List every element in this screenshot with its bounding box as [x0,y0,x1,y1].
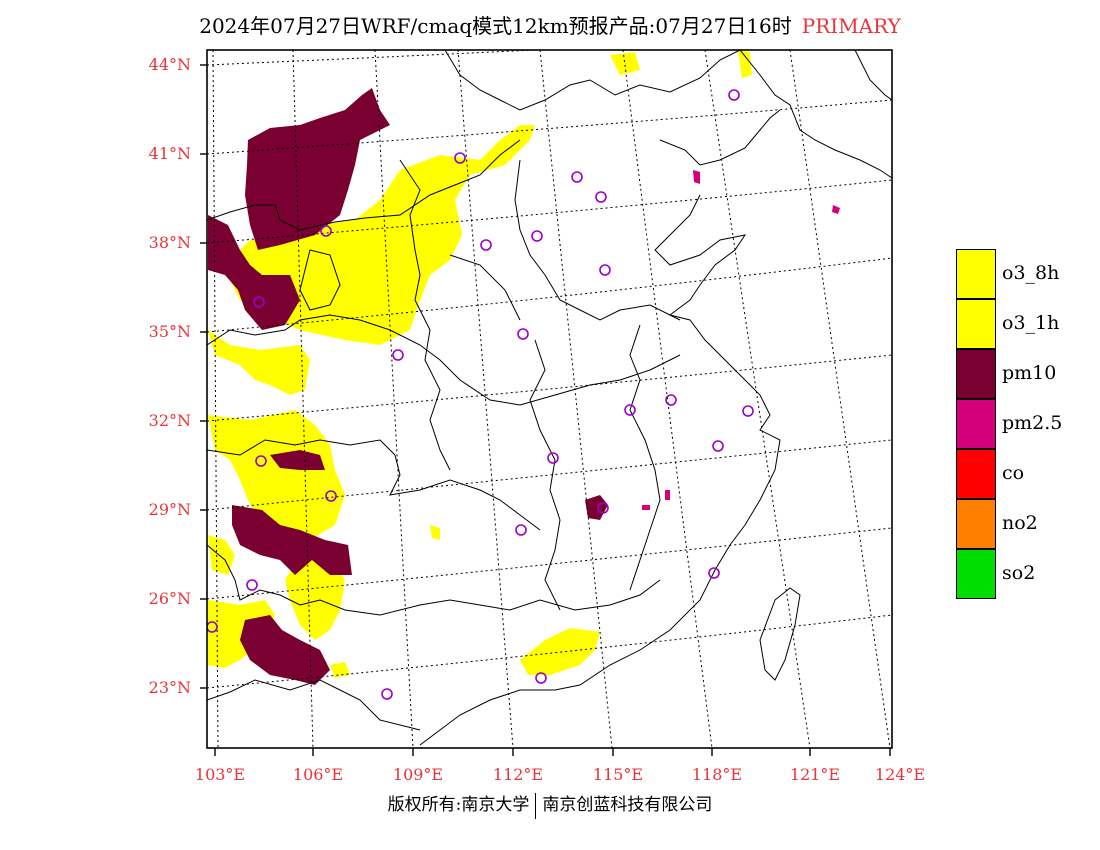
pm10-areas [208,88,608,685]
footer-separator [535,792,537,819]
legend-label: o3_1h [1002,312,1060,334]
lon-label-103: 103°E [194,765,246,784]
lon-label-124: 124°E [874,765,926,784]
map-title: 2024年07月27日WRF/cmaq模式12km预报产品:07月27日16时 P… [0,10,1100,39]
legend-swatch [956,549,996,599]
copyright-footer: 版权所有:南京大学 南京创蓝科技有限公司 [0,790,1100,819]
lat-label-23: 23°N [148,678,191,697]
lon-label-109: 109°E [392,765,444,784]
copyright-owner: 版权所有:南京大学 [387,795,530,815]
lat-label-44: 44°N [148,55,191,74]
coastline-and-boundaries [207,50,892,746]
legend-label: no2 [1002,512,1038,534]
title-text: 2024年07月27日WRF/cmaq模式12km预报产品:07月27日16时 [199,14,792,38]
legend-swatch [956,349,996,399]
legend-swatch [956,299,996,349]
graticule [207,50,892,748]
lat-label-29: 29°N [148,500,191,519]
legend-swatch [956,249,996,299]
legend-label: pm2.5 [1002,412,1063,434]
axis-ticks [200,64,891,756]
copyright-company: 南京创蓝科技有限公司 [542,795,713,815]
primary-tag: PRIMARY [801,14,901,38]
lat-label-26: 26°N [148,589,191,608]
lat-label-41: 41°N [148,144,191,163]
lat-label-32: 32°N [148,411,191,430]
lon-label-121: 121°E [789,765,841,784]
legend-label: o3_8h [1002,262,1060,284]
legend-swatch [956,449,996,499]
lat-label-38: 38°N [148,233,191,252]
legend-label: so2 [1002,562,1036,584]
lon-label-118: 118°E [691,765,743,784]
lat-label-35: 35°N [148,322,191,341]
lon-label-115: 115°E [592,765,644,784]
legend-swatch [956,499,996,549]
monitoring-stations [207,89,754,700]
legend-label: co [1002,462,1025,484]
legend-label: pm10 [1002,362,1057,384]
legend-swatch [956,399,996,449]
lon-label-106: 106°E [292,765,344,784]
map-frame [206,49,893,749]
pm25-areas [642,170,840,510]
lon-label-112: 112°E [492,765,544,784]
